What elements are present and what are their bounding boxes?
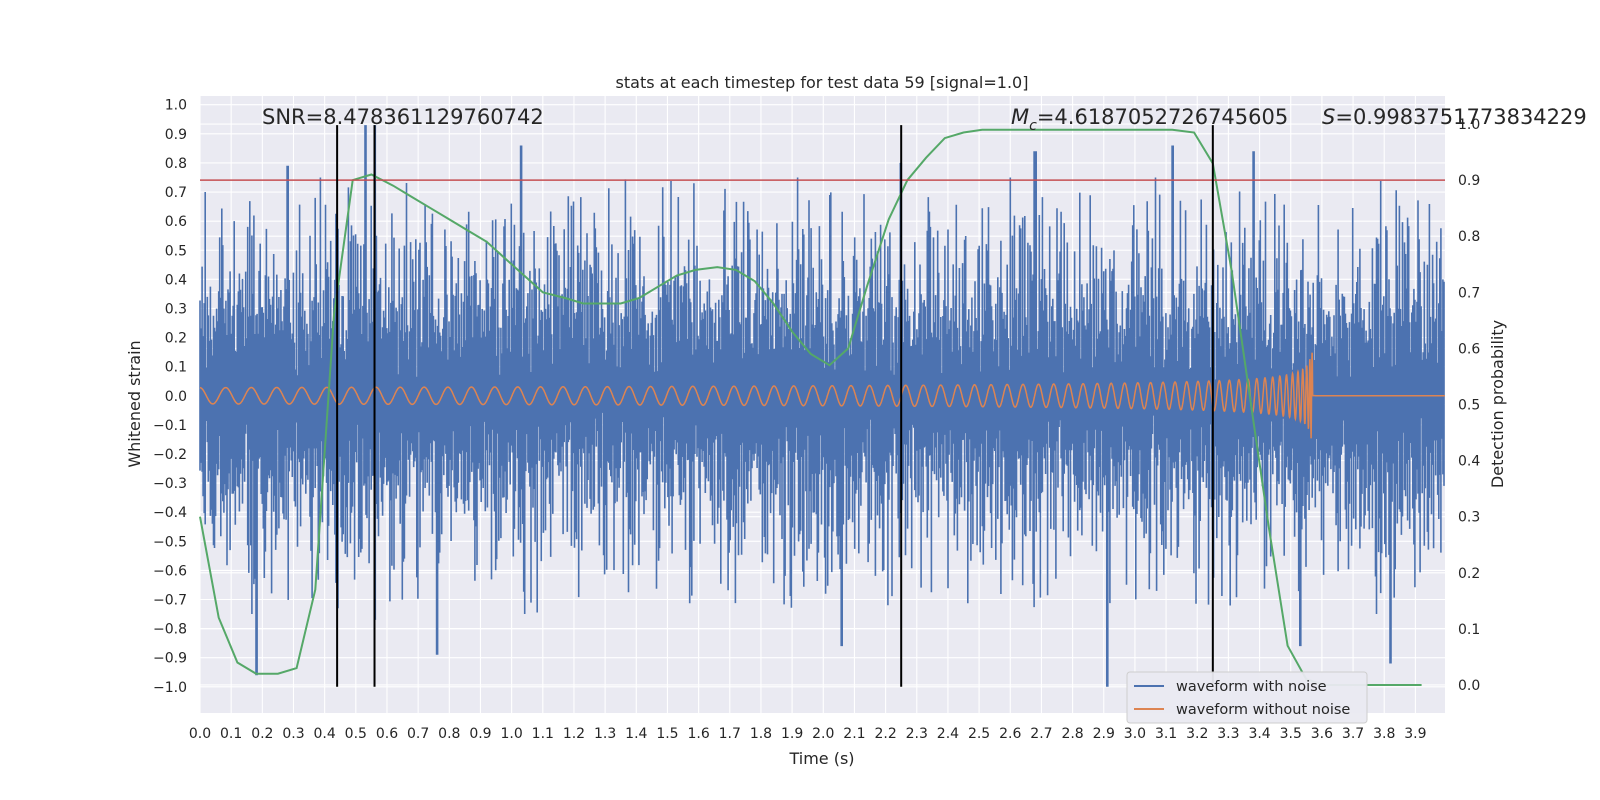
x-tick-label: 2.4 [937,726,959,742]
legend: waveform with noise waveform without noi… [1126,671,1368,724]
x-tick-label: 1.1 [532,726,554,742]
y-tick-label: 0.7 [165,185,187,201]
x-tick-label: 3.7 [1342,726,1364,742]
chirp-mass-subscript: c [1029,118,1037,134]
y2-tick-label: 1.0 [1458,117,1480,133]
legend-box [1126,671,1368,724]
y2-tick-label: 0.5 [1458,398,1480,414]
x-tick-label: 0.8 [438,726,460,742]
y2-tick-label: 0.7 [1458,285,1480,301]
x-tick-label: 1.0 [501,726,523,742]
y2-tick-label: 0.8 [1458,229,1480,245]
x-tick-label: 3.8 [1373,726,1395,742]
x-tick-label: 3.1 [1155,726,1177,742]
x-tick-label: 1.2 [563,726,585,742]
y-tick-label: 1.0 [165,98,187,114]
chart-title: stats at each timestep for test data 59 … [616,73,1029,92]
y2-tick-label: 0.2 [1458,566,1480,582]
y2-tick-label: 0.4 [1458,454,1480,470]
detection-probability-line [199,128,1422,686]
x-axis-label: Time (s) [788,749,854,768]
y2-axis-label: Detection probability [1488,320,1507,488]
x-tick-label: 0.7 [407,726,429,742]
y-tick-label: 0.2 [165,331,187,347]
x-tick-label: 1.7 [719,726,741,742]
y-axis-label: Whitened strain [125,340,144,467]
y-tick-label: −0.9 [153,651,187,667]
x-tick-label: 3.6 [1311,726,1333,742]
snr-annotation: SNR=8.478361129760742 [262,105,544,129]
x-tick-label: 2.3 [906,726,928,742]
y-tick-label: −0.8 [153,622,187,638]
y-tick-label: −0.2 [153,447,187,463]
x-tick-label: 2.9 [1093,726,1115,742]
x-tick-label: 0.9 [469,726,491,742]
score-value: =0.9983751773834229 [1335,105,1586,129]
y-tick-label: −0.5 [153,534,187,550]
y-tick-label: 0.8 [165,156,187,172]
x-tick-label: 1.6 [687,726,709,742]
series-detection-probability [199,128,1422,686]
score-annotation: S=0.9983751773834229 [1322,105,1587,129]
clean-waveform-line [199,352,1445,439]
x-tick-label: 0.4 [314,726,336,742]
y2-tick-label: 0.1 [1458,622,1480,638]
x-tick-label: 1.9 [781,726,803,742]
y-tick-label: 0.6 [165,214,187,230]
y2-tick-label: 0.3 [1458,510,1480,526]
y-tick-label: −0.1 [153,418,187,434]
x-axis-ticks: 0.0 0.1 0.2 0.3 0.4 0.5 0.6 0.7 0.8 0.9 1.0 1.1 1.2 1… [189,726,1427,742]
vertical-markers [336,125,1214,687]
series-waveform-without-noise [199,352,1445,439]
x-tick-label: 0.5 [345,726,367,742]
x-tick-label: 0.1 [220,726,242,742]
x-tick-label: 3.4 [1248,726,1270,742]
legend-label-clean: waveform without noise [1176,702,1350,718]
y-tick-label: 0.4 [165,272,187,288]
x-tick-label: 2.7 [1030,726,1052,742]
y-tick-label: 0.5 [165,243,187,259]
x-tick-label: 1.3 [594,726,616,742]
y-tick-label: −0.6 [153,563,187,579]
y-tick-label: −0.3 [153,476,187,492]
legend-label-noisy: waveform with noise [1176,679,1327,695]
x-tick-label: 2.6 [999,726,1021,742]
x-tick-label: 0.6 [376,726,398,742]
y-tick-label: 0.0 [165,389,187,405]
chirp-mass-value: =4.6187052726745605 [1037,105,1288,129]
y-tick-label: 0.3 [165,301,187,317]
x-tick-label: 3.0 [1124,726,1146,742]
x-tick-label: 2.0 [812,726,834,742]
y-tick-label: 0.9 [165,127,187,143]
y2-tick-label: 0.9 [1458,173,1480,189]
y-axis-ticks: 1.0 0.9 0.8 0.7 0.6 0.5 0.4 0.3 0.2 0.1 0.0 −0.1 −0.… [153,98,187,696]
y-tick-label: 0.1 [165,360,187,376]
x-tick-label: 1.8 [750,726,772,742]
x-tick-label: 2.1 [843,726,865,742]
x-tick-label: 2.5 [968,726,990,742]
y2-axis-ticks: 1.0 0.9 0.8 0.7 0.6 0.5 0.4 0.3 0.2 0.1 0.0 [1458,117,1480,694]
x-tick-label: 0.3 [282,726,304,742]
y-tick-label: −0.4 [153,505,187,521]
y-tick-label: −0.7 [153,592,187,608]
x-tick-label: 1.5 [656,726,678,742]
x-tick-label: 0.0 [189,726,211,742]
x-tick-label: 0.2 [251,726,273,742]
chirp-mass-annotation: Mc=4.6187052726745605 [1011,105,1288,134]
y2-tick-label: 0.0 [1458,678,1480,694]
x-tick-label: 3.9 [1404,726,1426,742]
x-tick-label: 1.4 [625,726,647,742]
chirp-mass-symbol: M [1011,105,1029,129]
score-symbol: S [1322,105,1335,129]
x-tick-label: 3.3 [1217,726,1239,742]
x-tick-label: 2.2 [874,726,896,742]
x-tick-label: 2.8 [1061,726,1083,742]
y2-tick-label: 0.6 [1458,341,1480,357]
x-tick-label: 3.2 [1186,726,1208,742]
y-tick-label: −1.0 [153,680,187,696]
x-tick-label: 3.5 [1280,726,1302,742]
